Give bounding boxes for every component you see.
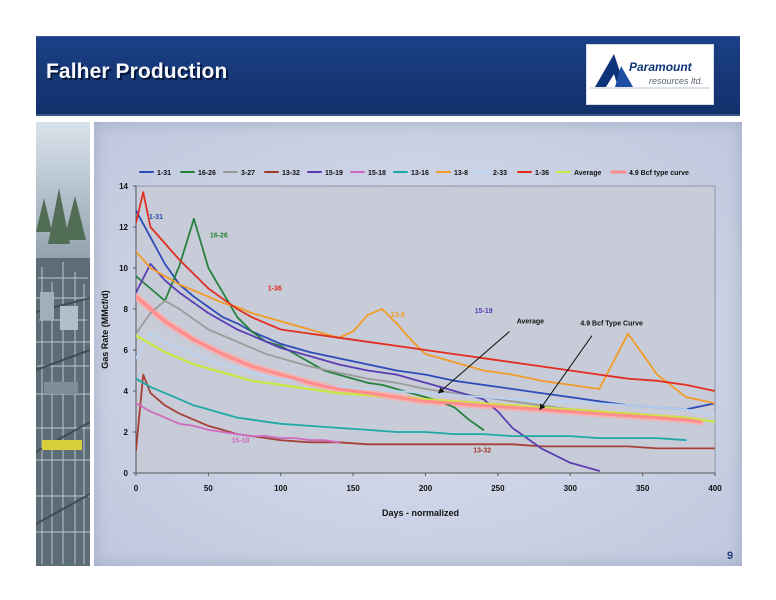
series-inline-label: 16-26	[210, 232, 228, 239]
series-line-4-9-bcf-type-curve	[136, 295, 702, 424]
x-tick-label: 300	[564, 484, 578, 493]
series-line-2-33	[136, 332, 715, 417]
legend-label: 16-26	[198, 170, 216, 177]
series-line-15-19	[136, 263, 601, 472]
chart-annotation-arrow	[437, 331, 510, 394]
series-line-1-36	[136, 191, 715, 392]
header-bar: Falher Production Paramount resources lt…	[36, 36, 740, 116]
series-inline-label: 15-19	[475, 308, 493, 315]
logo-subtitle: resources ltd.	[649, 76, 704, 86]
y-tick-label: 2	[124, 428, 129, 437]
legend-label: Average	[574, 170, 601, 177]
paramount-mark-icon	[590, 54, 710, 89]
legend-label: 1-31	[157, 170, 171, 177]
y-axis-title: Gas Rate (MMcf/d)	[100, 290, 110, 369]
series-line-13-8	[136, 250, 715, 405]
y-tick-label: 0	[124, 469, 129, 478]
legend-label: 15-18	[368, 170, 386, 177]
legend-label: 15-19	[325, 170, 343, 177]
y-tick-label: 12	[119, 223, 128, 232]
series-inline-label: 13-8	[391, 312, 405, 319]
x-tick-label: 200	[419, 484, 433, 493]
y-tick-label: 10	[119, 264, 128, 273]
x-tick-label: 100	[274, 484, 288, 493]
legend-label: 13-8	[454, 170, 468, 177]
x-tick-label: 250	[491, 484, 505, 493]
chart-annotation-arrow	[539, 335, 593, 411]
x-tick-label: 400	[708, 484, 722, 493]
series-line-16-26	[136, 217, 485, 431]
legend-label: 4.9 Bcf type curve	[629, 170, 689, 177]
series-inline-label: 1-31	[149, 214, 163, 221]
logo-name: Paramount	[629, 60, 692, 74]
x-tick-label: 150	[346, 484, 360, 493]
plot-background	[135, 185, 716, 474]
series-inline-label: 13-32	[473, 448, 491, 455]
x-axis-title: Days - normalized	[382, 508, 459, 518]
page-number: 9	[727, 550, 734, 562]
legend-label: 2-33	[493, 170, 507, 177]
y-tick-label: 4	[124, 387, 129, 396]
legend-label: 13-32	[282, 170, 300, 177]
series-line-15-18	[136, 402, 340, 444]
legend-label: 13-16	[411, 170, 429, 177]
y-tick-label: 6	[124, 346, 129, 355]
legend-label: 1-36	[535, 170, 549, 177]
series-group	[136, 191, 715, 472]
y-tick-label: 14	[119, 182, 128, 191]
page-title: Falher Production	[46, 60, 228, 83]
company-logo: Paramount resources ltd.	[586, 44, 714, 105]
series-line-1-31	[136, 209, 715, 411]
y-tick-label: 8	[124, 305, 129, 314]
series-line-average	[136, 334, 715, 423]
series-line-13-16	[136, 377, 687, 442]
chart-annotation-label: Average	[517, 318, 544, 325]
x-tick-label: 350	[636, 484, 650, 493]
series-inline-label: 1-36	[268, 286, 282, 293]
facility-photo	[36, 122, 90, 566]
chart-annotation-label: 4.9 Bcf Type Curve	[580, 320, 643, 327]
x-tick-label: 50	[204, 484, 213, 493]
legend-label: 3-27	[241, 170, 255, 177]
x-tick-label: 0	[134, 484, 139, 493]
series-inline-label: 15-18	[232, 437, 250, 444]
chart-legend: 1-31 16-26 3-27 13-32 15-19 15-18 13-16 13-8 2-3…	[139, 170, 689, 177]
facility-image	[36, 122, 90, 566]
